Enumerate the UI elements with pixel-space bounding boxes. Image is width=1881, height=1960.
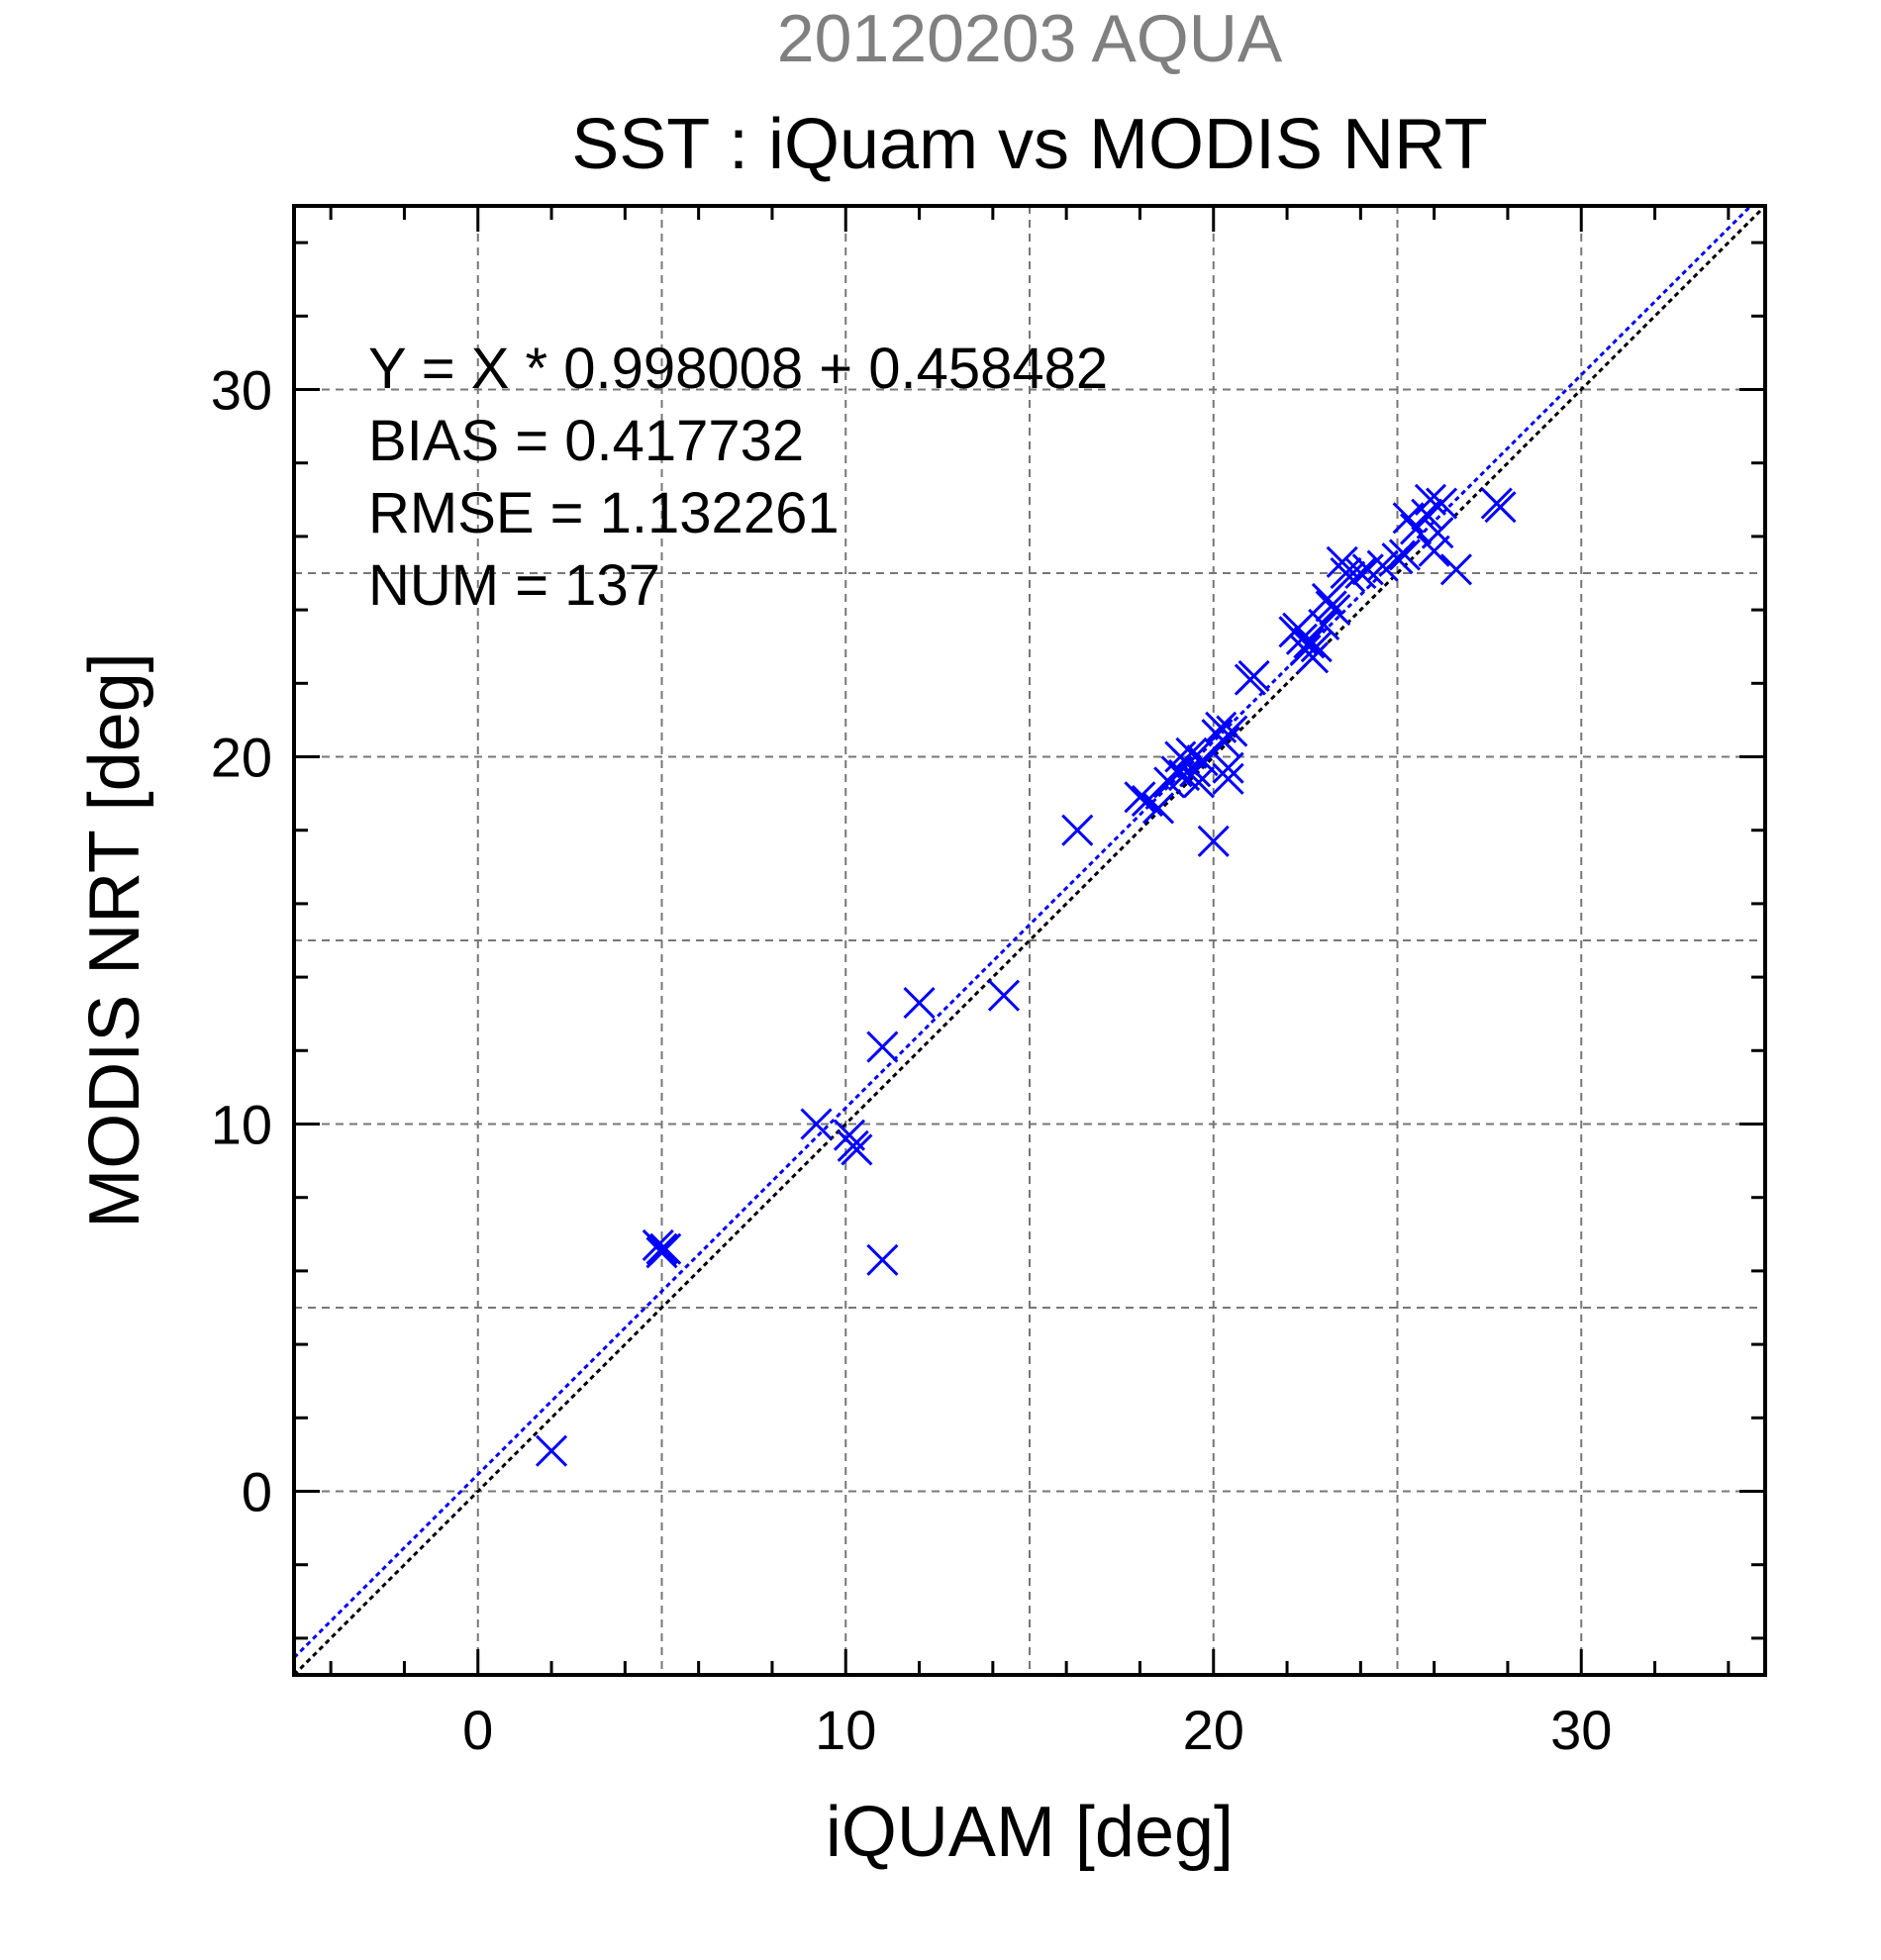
fit-line xyxy=(292,204,1752,1659)
grid-lines xyxy=(294,206,1765,1675)
data-point xyxy=(1216,715,1248,747)
data-point xyxy=(1167,758,1201,792)
data-point xyxy=(1238,659,1270,692)
data-point xyxy=(535,1434,568,1467)
data-point xyxy=(841,1133,873,1166)
data-point xyxy=(1061,814,1094,846)
data-point xyxy=(1186,744,1219,777)
y-tick-label: 0 xyxy=(242,1461,272,1523)
data-point xyxy=(800,1108,833,1140)
chart-subtitle: 20120203 AQUA xyxy=(777,1,1283,76)
data-point xyxy=(645,1232,678,1265)
tick-labels: 0 10 20 30 0 10 20 30 xyxy=(211,359,1613,1762)
y-axis-label: MODIS NRT [deg] xyxy=(75,652,154,1228)
data-point xyxy=(1308,608,1340,641)
data-points xyxy=(535,483,1517,1467)
data-point xyxy=(1439,553,1473,586)
x-tick-label: 30 xyxy=(1550,1699,1612,1761)
data-point xyxy=(1212,751,1244,784)
data-point xyxy=(649,1232,682,1265)
data-point xyxy=(1326,545,1358,578)
x-tick-label: 20 xyxy=(1183,1699,1244,1761)
data-point xyxy=(903,987,936,1020)
x-tick-label: 0 xyxy=(462,1699,493,1761)
identity-line xyxy=(292,204,1767,1677)
stats-annotations: Y = X * 0.998008 + 0.458482 BIAS = 0.4177… xyxy=(368,337,1108,618)
annotation-line: RMSE = 1.132261 xyxy=(368,481,840,545)
data-point xyxy=(1388,539,1421,571)
x-tick-label: 10 xyxy=(815,1699,876,1761)
fit-line-path xyxy=(292,204,1752,1659)
axis-ticks xyxy=(294,206,1765,1675)
annotation-line: NUM = 137 xyxy=(368,553,660,618)
data-point xyxy=(1418,535,1450,567)
data-point xyxy=(1484,491,1517,524)
data-point xyxy=(1124,781,1156,814)
data-point xyxy=(987,979,1021,1012)
data-point xyxy=(1319,594,1351,627)
data-point xyxy=(1296,641,1330,674)
x-axis-label: iQUAM [deg] xyxy=(826,1793,1234,1872)
y-tick-label: 10 xyxy=(211,1094,272,1156)
y-tick-label: 20 xyxy=(211,727,272,789)
data-point xyxy=(1422,517,1454,549)
annotation-line: Y = X * 0.998008 + 0.458482 xyxy=(368,337,1108,401)
identity-line-path xyxy=(292,204,1767,1677)
plot-frame xyxy=(292,204,1767,1677)
annotation-line: BIAS = 0.417732 xyxy=(368,409,804,473)
data-point xyxy=(1366,549,1399,582)
data-point xyxy=(1334,560,1366,593)
data-point xyxy=(866,1030,899,1063)
data-point xyxy=(1344,556,1377,590)
data-point xyxy=(833,1119,866,1151)
data-point xyxy=(1414,483,1447,516)
data-point xyxy=(1212,762,1244,795)
data-point xyxy=(1141,792,1175,825)
data-point xyxy=(866,1243,899,1276)
data-point xyxy=(1197,825,1230,857)
data-point xyxy=(1285,623,1318,655)
data-point xyxy=(1381,542,1414,575)
chart-title: SST : iQuam vs MODIS NRT xyxy=(571,105,1488,184)
data-point xyxy=(1426,487,1458,520)
data-point xyxy=(1300,631,1333,663)
y-tick-label: 30 xyxy=(211,359,272,422)
